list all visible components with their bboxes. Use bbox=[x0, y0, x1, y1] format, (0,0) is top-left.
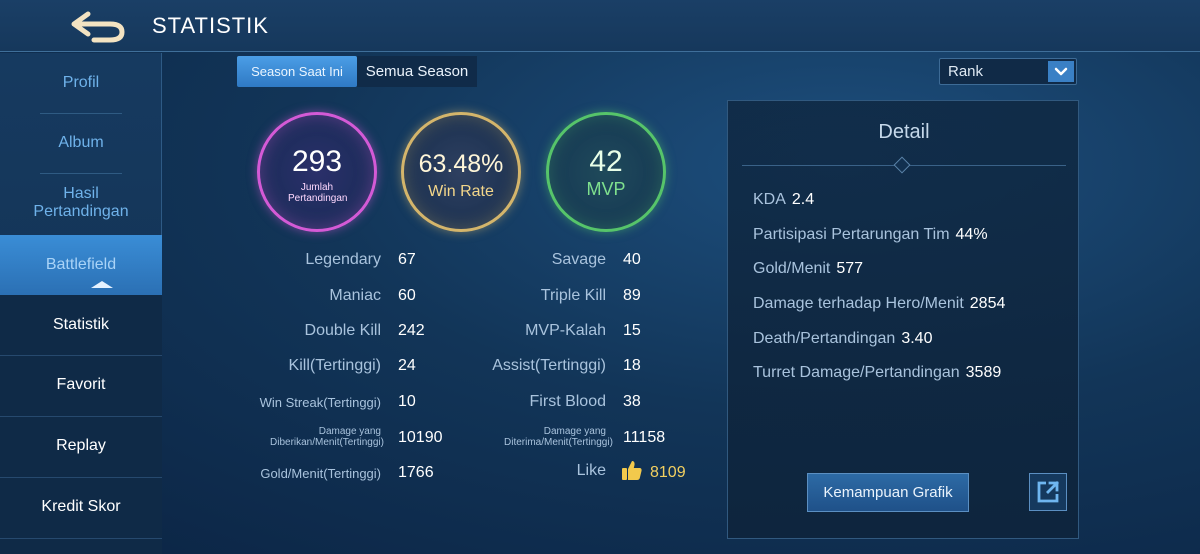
win-rate-label: Win Rate bbox=[428, 183, 494, 200]
detail-value: 577 bbox=[836, 260, 864, 277]
stat-value-double-kill: 242 bbox=[398, 322, 425, 339]
detail-label: KDA bbox=[753, 191, 786, 208]
stat-value-first-blood: 38 bbox=[623, 393, 641, 410]
stat-label-savage: Savage bbox=[551, 251, 606, 268]
tab-season-saat-ini[interactable]: Season Saat Ini bbox=[237, 56, 357, 87]
detail-row-death: Death/Pertandingan 3.40 bbox=[753, 330, 932, 348]
detail-row-kda: KDA 2.4 bbox=[753, 191, 814, 209]
stat-label-double-kill: Double Kill bbox=[304, 322, 381, 339]
mode-select[interactable]: Rank bbox=[939, 58, 1077, 85]
stat-value-maniac: 60 bbox=[398, 287, 416, 304]
matches-circle: 293 Jumlah Pertandingan bbox=[257, 112, 377, 232]
stat-label-legendary: Legendary bbox=[305, 251, 381, 268]
sidebar-divider bbox=[0, 538, 162, 539]
stat-label-damage-diberikan: Damage yang Diberikan/Menit(Tertinggi) bbox=[270, 426, 384, 448]
stat-label-win-streak: Win Streak(Tertinggi) bbox=[259, 395, 381, 410]
stat-label-first-blood: First Blood bbox=[529, 393, 606, 410]
detail-value: 44% bbox=[955, 226, 988, 243]
page-title: STATISTIK bbox=[152, 13, 269, 38]
mvp-label: MVP bbox=[586, 179, 626, 199]
stat-value-like: 8109 bbox=[650, 464, 686, 481]
stat-label-damage-diterima: Damage yang Diterima/Menit(Tertinggi) bbox=[504, 426, 613, 448]
sidebar-submenu: Statistik Favorit Replay Kredit Skor bbox=[0, 295, 162, 554]
stat-label-gold-menit-tertinggi: Gold/Menit(Tertinggi) bbox=[260, 466, 381, 481]
win-rate-circle: 63.48% Win Rate bbox=[401, 112, 521, 232]
stat-label-maniac: Maniac bbox=[329, 287, 381, 304]
back-button[interactable] bbox=[66, 8, 132, 44]
detail-title: Detail bbox=[878, 121, 930, 143]
sidebar-subitem-kredit-skor[interactable]: Kredit Skor bbox=[0, 477, 162, 537]
sidebar-divider bbox=[0, 355, 162, 356]
detail-label: Damage terhadap Hero/Menit bbox=[753, 295, 964, 312]
stat-value-gold-menit-tertinggi: 1766 bbox=[398, 464, 434, 481]
detail-value: 3589 bbox=[965, 364, 1002, 381]
detail-row-gold-menit: Gold/Menit 577 bbox=[753, 260, 863, 278]
header-bar: STATISTIK bbox=[0, 0, 1200, 52]
sidebar-subitem-replay[interactable]: Replay bbox=[0, 416, 162, 476]
detail-panel: Detail KDA 2.4 Partisipasi Pertarungan Ti… bbox=[727, 100, 1079, 539]
stat-value-damage-diterima: 11158 bbox=[623, 429, 666, 446]
matches-value: 293 bbox=[291, 145, 343, 178]
mode-select-value: Rank bbox=[948, 63, 984, 80]
detail-row-damage-hero: Damage terhadap Hero/Menit 2854 bbox=[753, 295, 1005, 313]
sidebar-item-battlefield[interactable]: Battlefield bbox=[0, 235, 162, 295]
sidebar-subitem-statistik[interactable]: Statistik bbox=[0, 295, 162, 355]
sidebar-subitem-label: Kredit Skor bbox=[41, 498, 121, 515]
stat-value-win-streak: 10 bbox=[398, 393, 416, 410]
stat-value-damage-diberikan: 10190 bbox=[398, 429, 443, 446]
mvp-value: 42 bbox=[589, 145, 623, 178]
stat-label-triple-kill: Triple Kill bbox=[540, 287, 606, 304]
sidebar-subitem-label: Favorit bbox=[56, 376, 106, 393]
detail-value: 2854 bbox=[969, 295, 1006, 312]
sidebar-divider bbox=[0, 416, 162, 417]
sidebar-item-album[interactable]: Album bbox=[0, 113, 162, 173]
stat-value-kill-tertinggi: 24 bbox=[398, 357, 416, 374]
thumbs-up-icon[interactable] bbox=[621, 459, 643, 481]
sidebar-subitem-label: Replay bbox=[56, 437, 106, 454]
sidebar-subitem-label: Statistik bbox=[52, 316, 109, 333]
mvp-circle: 42 MVP bbox=[546, 112, 666, 232]
stat-value-assist-tertinggi: 18 bbox=[623, 357, 641, 374]
win-rate-value: 63.48% bbox=[418, 150, 504, 178]
sidebar-item-label: Profil bbox=[62, 74, 100, 91]
sidebar-item-hasil-pertandingan[interactable]: Hasil Pertandingan bbox=[0, 173, 162, 233]
sidebar-divider bbox=[40, 113, 122, 114]
chevron-down-icon bbox=[1048, 61, 1074, 82]
sidebar-item-label: Battlefield bbox=[45, 256, 117, 273]
kemampuan-grafik-button[interactable]: Kemampuan Grafik bbox=[807, 473, 969, 512]
share-button[interactable] bbox=[1029, 473, 1067, 511]
tab-semua-season[interactable]: Semua Season bbox=[357, 56, 477, 87]
stat-label-like: Like bbox=[576, 462, 606, 479]
external-link-icon bbox=[1037, 481, 1059, 503]
stat-value-triple-kill: 89 bbox=[623, 287, 641, 304]
sidebar-item-label: Album bbox=[58, 134, 104, 151]
detail-label: Turret Damage/Pertandingan bbox=[753, 364, 960, 381]
detail-label: Gold/Menit bbox=[753, 260, 831, 277]
stat-label-assist-tertinggi: Assist(Tertinggi) bbox=[492, 357, 606, 374]
back-arrow-icon bbox=[71, 11, 125, 43]
detail-value: 2.4 bbox=[791, 191, 815, 208]
diamond-ornament-icon bbox=[893, 156, 911, 174]
sidebar: Profil Album Hasil Pertandingan Battlefi… bbox=[0, 53, 162, 554]
detail-label: Death/Pertandingan bbox=[753, 330, 896, 347]
stat-value-savage: 40 bbox=[623, 251, 641, 268]
stat-label-kill-tertinggi: Kill(Tertinggi) bbox=[288, 357, 381, 374]
detail-value: 3.40 bbox=[901, 330, 933, 347]
stat-value-mvp-kalah: 15 bbox=[623, 322, 641, 339]
stat-value-legendary: 67 bbox=[398, 251, 416, 268]
matches-label: Jumlah Pertandingan bbox=[288, 182, 348, 204]
stat-label-mvp-kalah: MVP-Kalah bbox=[525, 322, 606, 339]
chevron-up-icon bbox=[91, 281, 113, 288]
sidebar-divider bbox=[0, 477, 162, 478]
detail-row-partisipasi: Partisipasi Pertarungan Tim 44% bbox=[753, 226, 988, 244]
detail-label: Partisipasi Pertarungan Tim bbox=[753, 226, 950, 243]
sidebar-item-profil[interactable]: Profil bbox=[0, 53, 162, 113]
detail-row-turret-damage: Turret Damage/Pertandingan 3589 bbox=[753, 364, 1001, 382]
sidebar-subitem-favorit[interactable]: Favorit bbox=[0, 355, 162, 415]
sidebar-item-label: Hasil Pertandingan bbox=[33, 185, 129, 220]
sidebar-divider bbox=[40, 173, 122, 174]
